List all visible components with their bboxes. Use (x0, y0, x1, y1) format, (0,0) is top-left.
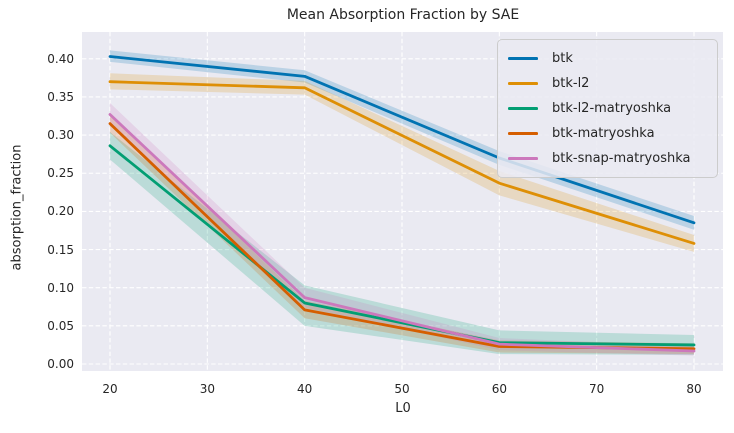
legend-item-btk-snap-matryoshka: btk-snap-matryoshka (508, 146, 707, 171)
legend-line-swatch (508, 107, 538, 110)
confidence-band-btk-l2-matryoshka (110, 132, 694, 355)
x-tick-label: 40 (297, 382, 313, 396)
legend-item-btk: btk (508, 46, 707, 71)
confidence-band-btk-snap-matryoshka (110, 103, 694, 356)
x-tick-label: 20 (102, 382, 118, 396)
legend-line-swatch (508, 157, 538, 160)
y-tick-label: 0.25 (47, 166, 74, 181)
chart-title: Mean Absorption Fraction by SAE (286, 7, 520, 23)
x-tick-label: 80 (686, 382, 702, 396)
legend-label: btk (552, 51, 573, 66)
legend: btk btk-l2 btk-l2-matryoshka btk-matryoshka… (497, 39, 718, 178)
confidence-band-btk-l2 (110, 73, 694, 252)
y-tick-label: 0.30 (47, 128, 74, 143)
x-tick-label: 60 (491, 382, 507, 396)
y-tick-label: 0.10 (47, 280, 74, 295)
series-line-btk-l2-matryoshka (108, 144, 696, 347)
series-line-btk-l2 (108, 80, 696, 245)
y-tick-label: 0.15 (47, 242, 74, 257)
legend-line-swatch (508, 82, 538, 85)
legend-line-swatch (508, 57, 538, 60)
y-tick-label: 0.00 (47, 357, 74, 371)
x-tick-label: 30 (199, 382, 215, 396)
legend-label: btk-l2-matryoshka (552, 101, 672, 116)
series-line-btk (108, 55, 696, 225)
y-tick-label: 0.05 (47, 318, 74, 333)
legend-item-btk-l2: btk-l2 (508, 71, 707, 96)
y-tick-label: 0.20 (47, 204, 74, 219)
legend-item-btk-l2-matryoshka: btk-l2-matryoshka (508, 96, 707, 121)
legend-label: btk-l2 (552, 76, 590, 91)
y-tick-label: 0.35 (47, 89, 74, 104)
x-axis-label: L0 (395, 401, 411, 416)
y-tick-label: 0.40 (47, 51, 74, 66)
x-tick-label: 70 (589, 382, 605, 396)
series-line-btk-snap-matryoshka (108, 113, 696, 353)
x-tick-label: 50 (394, 382, 410, 396)
legend-label: btk-matryoshka (552, 126, 655, 141)
legend-item-btk-matryoshka: btk-matryoshka (508, 121, 707, 146)
legend-line-swatch (508, 132, 538, 135)
legend-label: btk-snap-matryoshka (552, 151, 691, 166)
